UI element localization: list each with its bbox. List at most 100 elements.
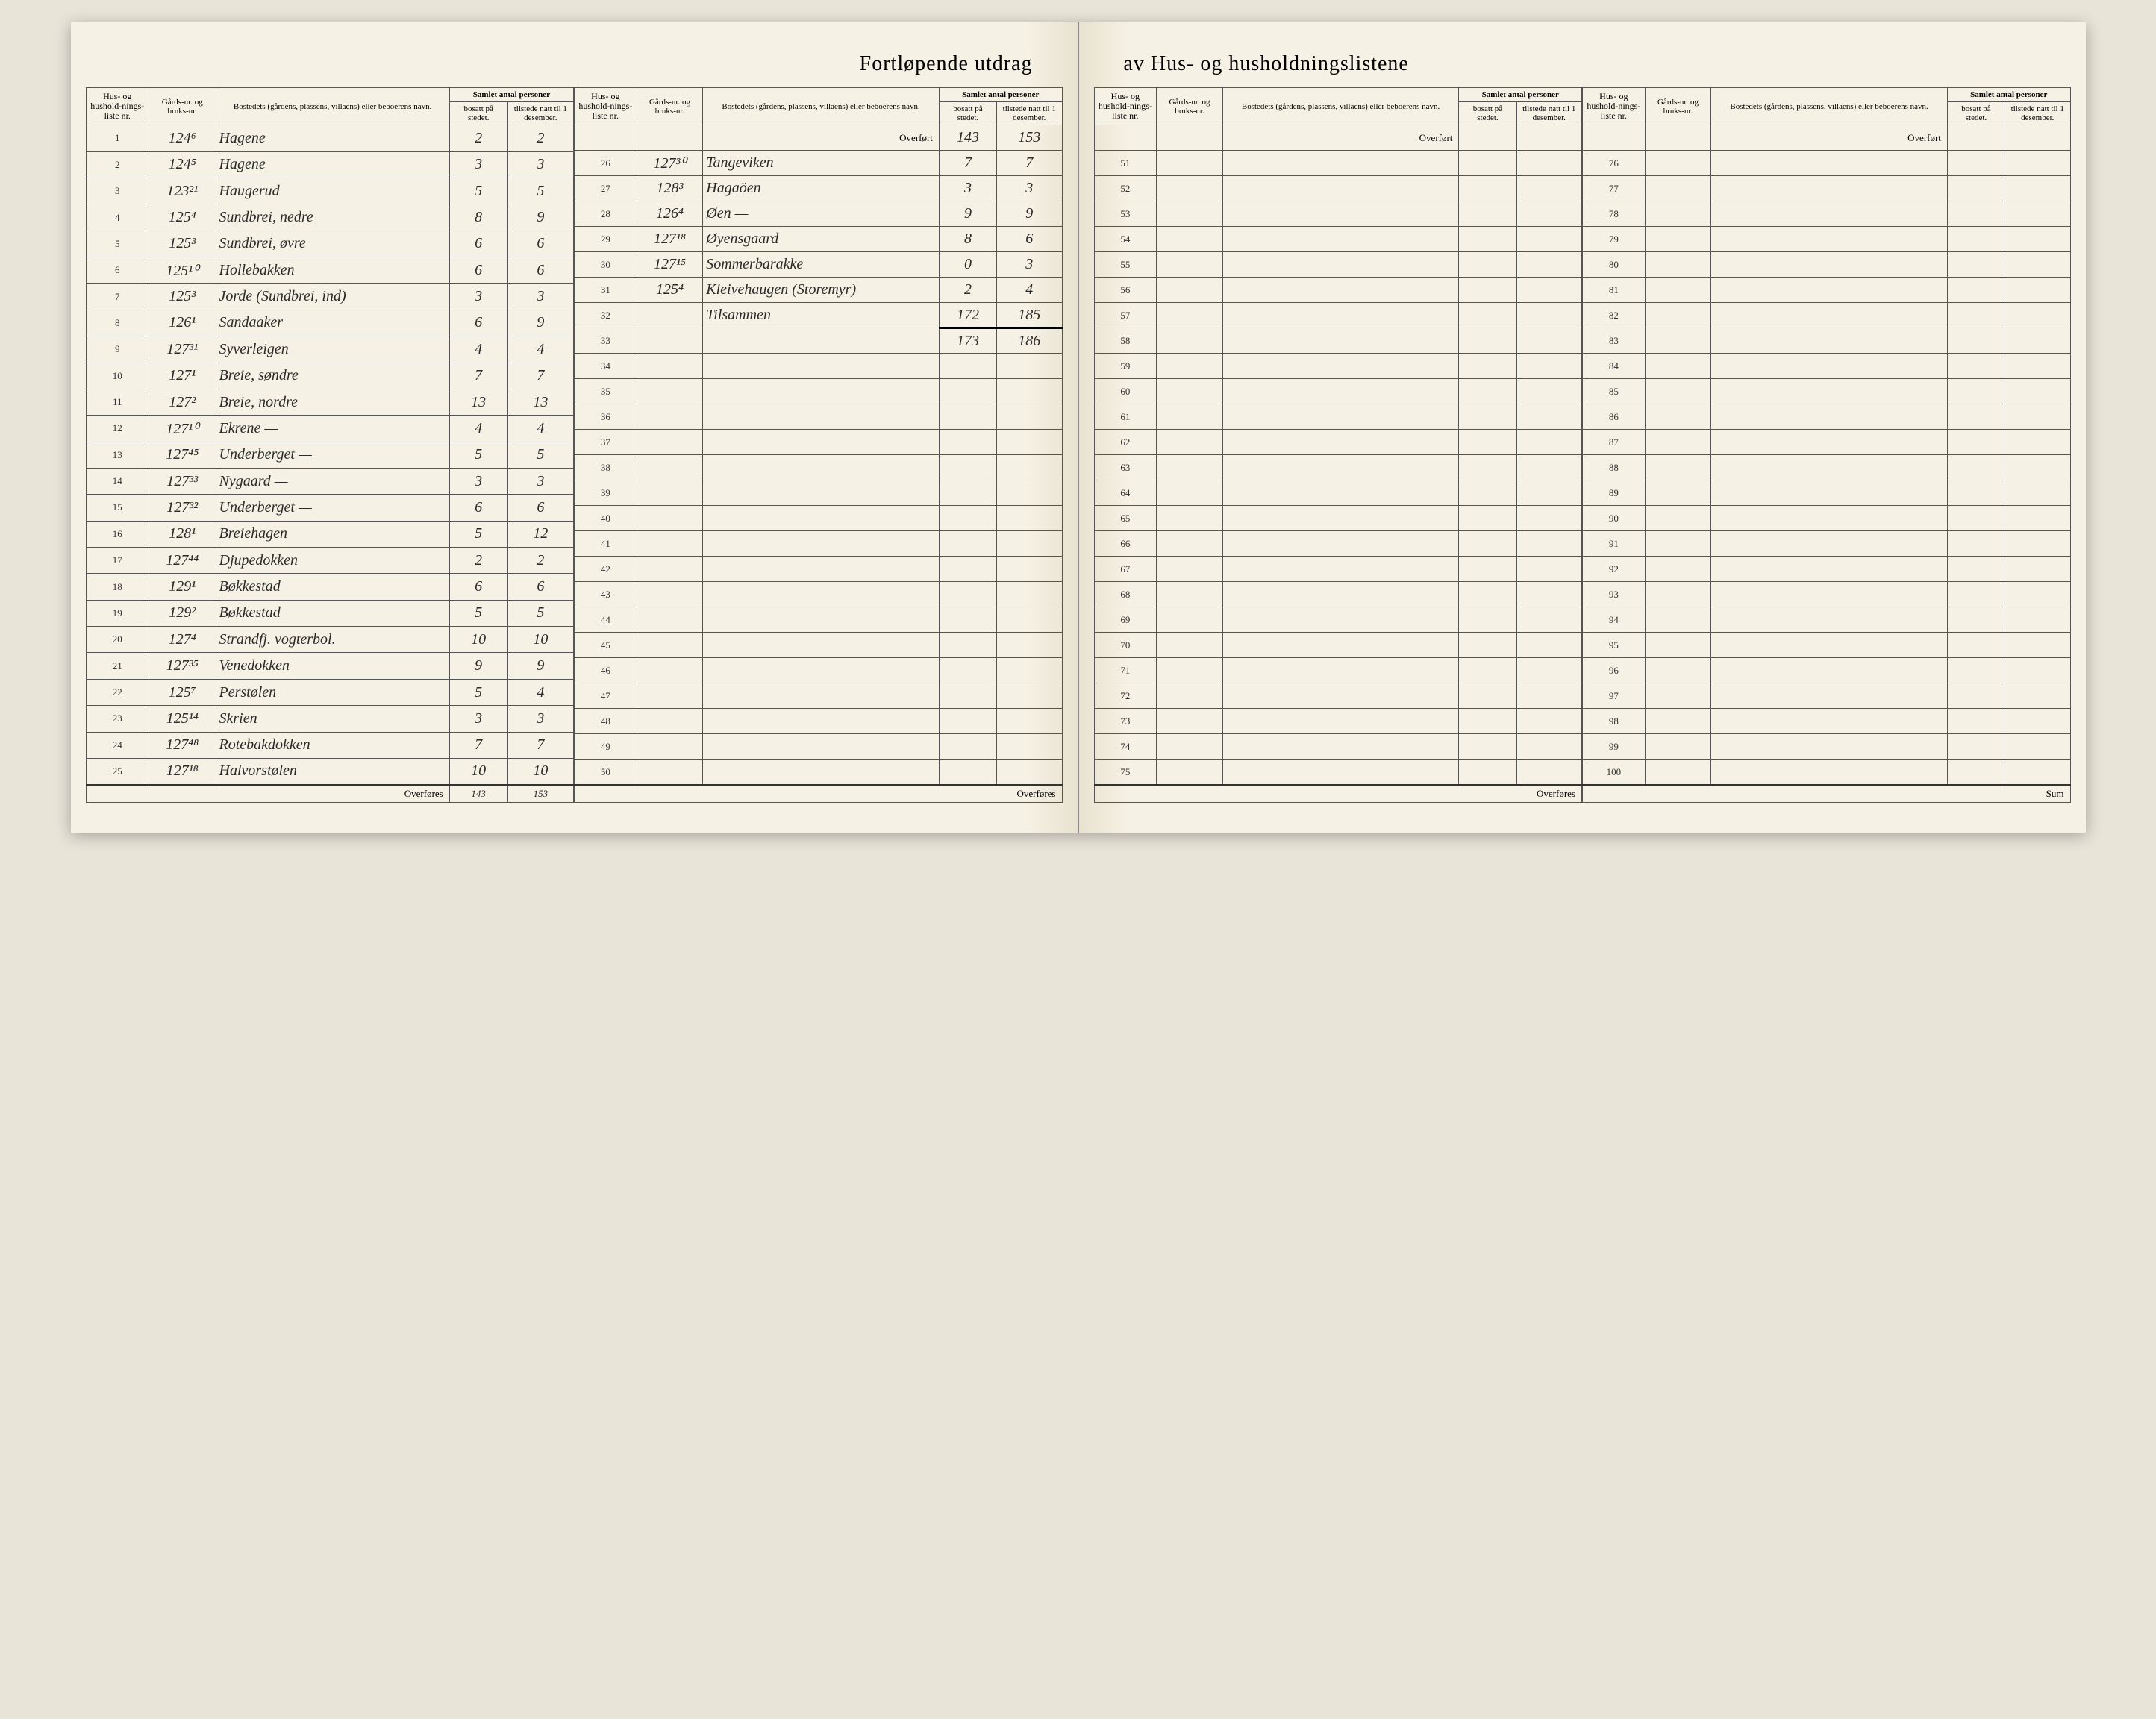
hdr-bosted: Bostedets (gårdens, plassens, villaens) …: [216, 88, 449, 125]
row-num: 26: [575, 151, 637, 176]
table-row: 70: [1094, 633, 1582, 658]
table-row: 18 129¹ Bøkkestad 6 6: [86, 574, 574, 600]
row-num: 64: [1094, 480, 1157, 506]
row-num: 62: [1094, 430, 1157, 455]
row-num: 60: [1094, 379, 1157, 404]
hdr-gardnr-rb: Gårds-nr. og bruks-nr.: [1645, 88, 1711, 125]
place-name: Sommerbarakke: [703, 252, 940, 278]
gard-nr: 127³⁰: [637, 151, 703, 176]
gard-nr: 126¹: [149, 310, 216, 336]
table-row: 89: [1583, 480, 2071, 506]
table-row: 96: [1583, 658, 2071, 683]
row-num: 87: [1583, 430, 1646, 455]
bosatt: 7: [939, 151, 996, 176]
right-page: av Hus- og husholdningslistene Hus- og h…: [1079, 22, 2086, 833]
table-row: 88: [1583, 455, 2071, 480]
hdr-bosatt-ra: bosatt på stedet.: [1459, 102, 1516, 125]
gard-nr: 125¹⁰: [149, 257, 216, 284]
bosatt: 6: [449, 310, 507, 336]
table-row: 72: [1094, 683, 1582, 709]
table-row: 23 125¹⁴ Skrien 3 3: [86, 706, 574, 732]
row-num: 100: [1583, 760, 1646, 785]
corrected-t: 186: [997, 328, 1062, 354]
row-num: 20: [86, 627, 149, 653]
overfores-label-ra: Overføres: [1094, 785, 1582, 803]
gard-nr: 127³³: [149, 468, 216, 494]
table-row: 83: [1583, 328, 2071, 354]
overfort-b: 143: [939, 125, 996, 151]
bosatt: 7: [449, 363, 507, 389]
tilstede: 6: [507, 257, 573, 284]
row-num: 38: [575, 455, 637, 480]
table-row: 48: [575, 709, 1063, 734]
bosatt: 3: [449, 706, 507, 732]
gard-nr: 127¹: [149, 363, 216, 389]
table-row: 10 127¹ Breie, søndre 7 7: [86, 363, 574, 389]
bosatt: 2: [449, 125, 507, 151]
row-num: 51: [1094, 151, 1157, 176]
table-right-a: Hus- og hushold-nings-liste nr. Gårds-nr…: [1094, 87, 1583, 803]
bosatt: 4: [449, 336, 507, 363]
row-num: 27: [575, 176, 637, 201]
total-t: 153: [507, 785, 573, 803]
table-row: 62: [1094, 430, 1582, 455]
hdr-tilstede-b: tilstede natt til 1 desember.: [997, 102, 1062, 125]
row-num: 99: [1583, 734, 1646, 760]
gard-nr: 127¹⁸: [149, 758, 216, 784]
table-left-a: Hus- og hushold-nings-liste nr. Gårds-nr…: [86, 87, 575, 803]
bosatt: 13: [449, 389, 507, 415]
gard-nr: 125⁴: [149, 204, 216, 231]
gard-nr: 128¹: [149, 521, 216, 547]
tilstede: 10: [507, 627, 573, 653]
bosatt: 5: [449, 600, 507, 626]
row-num: 69: [1094, 607, 1157, 633]
table-row: 30 127¹⁵ Sommerbarakke 0 3: [575, 252, 1063, 278]
tilstede: 2: [507, 548, 573, 574]
overfort-row: Overført 143 153: [575, 125, 1063, 151]
row-num: 61: [1094, 404, 1157, 430]
tilstede: 3: [997, 176, 1062, 201]
row-num: 55: [1094, 252, 1157, 278]
table-row: 3 123²¹ Haugerud 5 5: [86, 178, 574, 204]
table-row: 75: [1094, 760, 1582, 785]
table-row: 91: [1583, 531, 2071, 557]
table-row: 71: [1094, 658, 1582, 683]
table-row: 6 125¹⁰ Hollebakken 6 6: [86, 257, 574, 284]
table-row: 9 127³¹ Syverleigen 4 4: [86, 336, 574, 363]
bosatt: 6: [449, 574, 507, 600]
tilstede: 7: [507, 363, 573, 389]
table-row: 14 127³³ Nygaard — 3 3: [86, 468, 574, 494]
table-row: 26 127³⁰ Tangeviken 7 7: [575, 151, 1063, 176]
row-num: 95: [1583, 633, 1646, 658]
table-row: 81: [1583, 278, 2071, 303]
row-num: 65: [1094, 506, 1157, 531]
table-row: 13 127⁴⁵ Underberget — 5 5: [86, 442, 574, 468]
row-num: 79: [1583, 227, 1646, 252]
table-row: 58: [1094, 328, 1582, 354]
place-name: Sundbrei, øvre: [216, 231, 449, 257]
row-num: 23: [86, 706, 149, 732]
row-num: 57: [1094, 303, 1157, 328]
gard-nr: 125³: [149, 231, 216, 257]
row-num: 6: [86, 257, 149, 284]
row-num: 12: [86, 416, 149, 442]
row-num: 73: [1094, 709, 1157, 734]
table-row: 51: [1094, 151, 1582, 176]
table-row: 45: [575, 633, 1063, 658]
row-num: 88: [1583, 455, 1646, 480]
gard-nr: 128³: [637, 176, 703, 201]
tilsammen-row: 32 Tilsammen 172 185: [575, 303, 1063, 328]
left-page: Fortløpende utdrag Hus- og hushold-nings…: [71, 22, 1079, 833]
title-right: av Hus- og husholdningslistene: [1094, 52, 2071, 76]
gard-nr: 127³⁵: [149, 653, 216, 679]
tilstede: 7: [997, 151, 1062, 176]
row-num: 9: [86, 336, 149, 363]
row-num: 83: [1583, 328, 1646, 354]
hdr-husnr-ra: Hus- og hushold-nings-liste nr.: [1094, 88, 1157, 125]
row-num: 68: [1094, 582, 1157, 607]
place-name: Rotebakdokken: [216, 732, 449, 758]
table-row: 1 124⁶ Hagene 2 2: [86, 125, 574, 151]
place-name: Tangeviken: [703, 151, 940, 176]
table-row: 41: [575, 531, 1063, 557]
row-num: 71: [1094, 658, 1157, 683]
